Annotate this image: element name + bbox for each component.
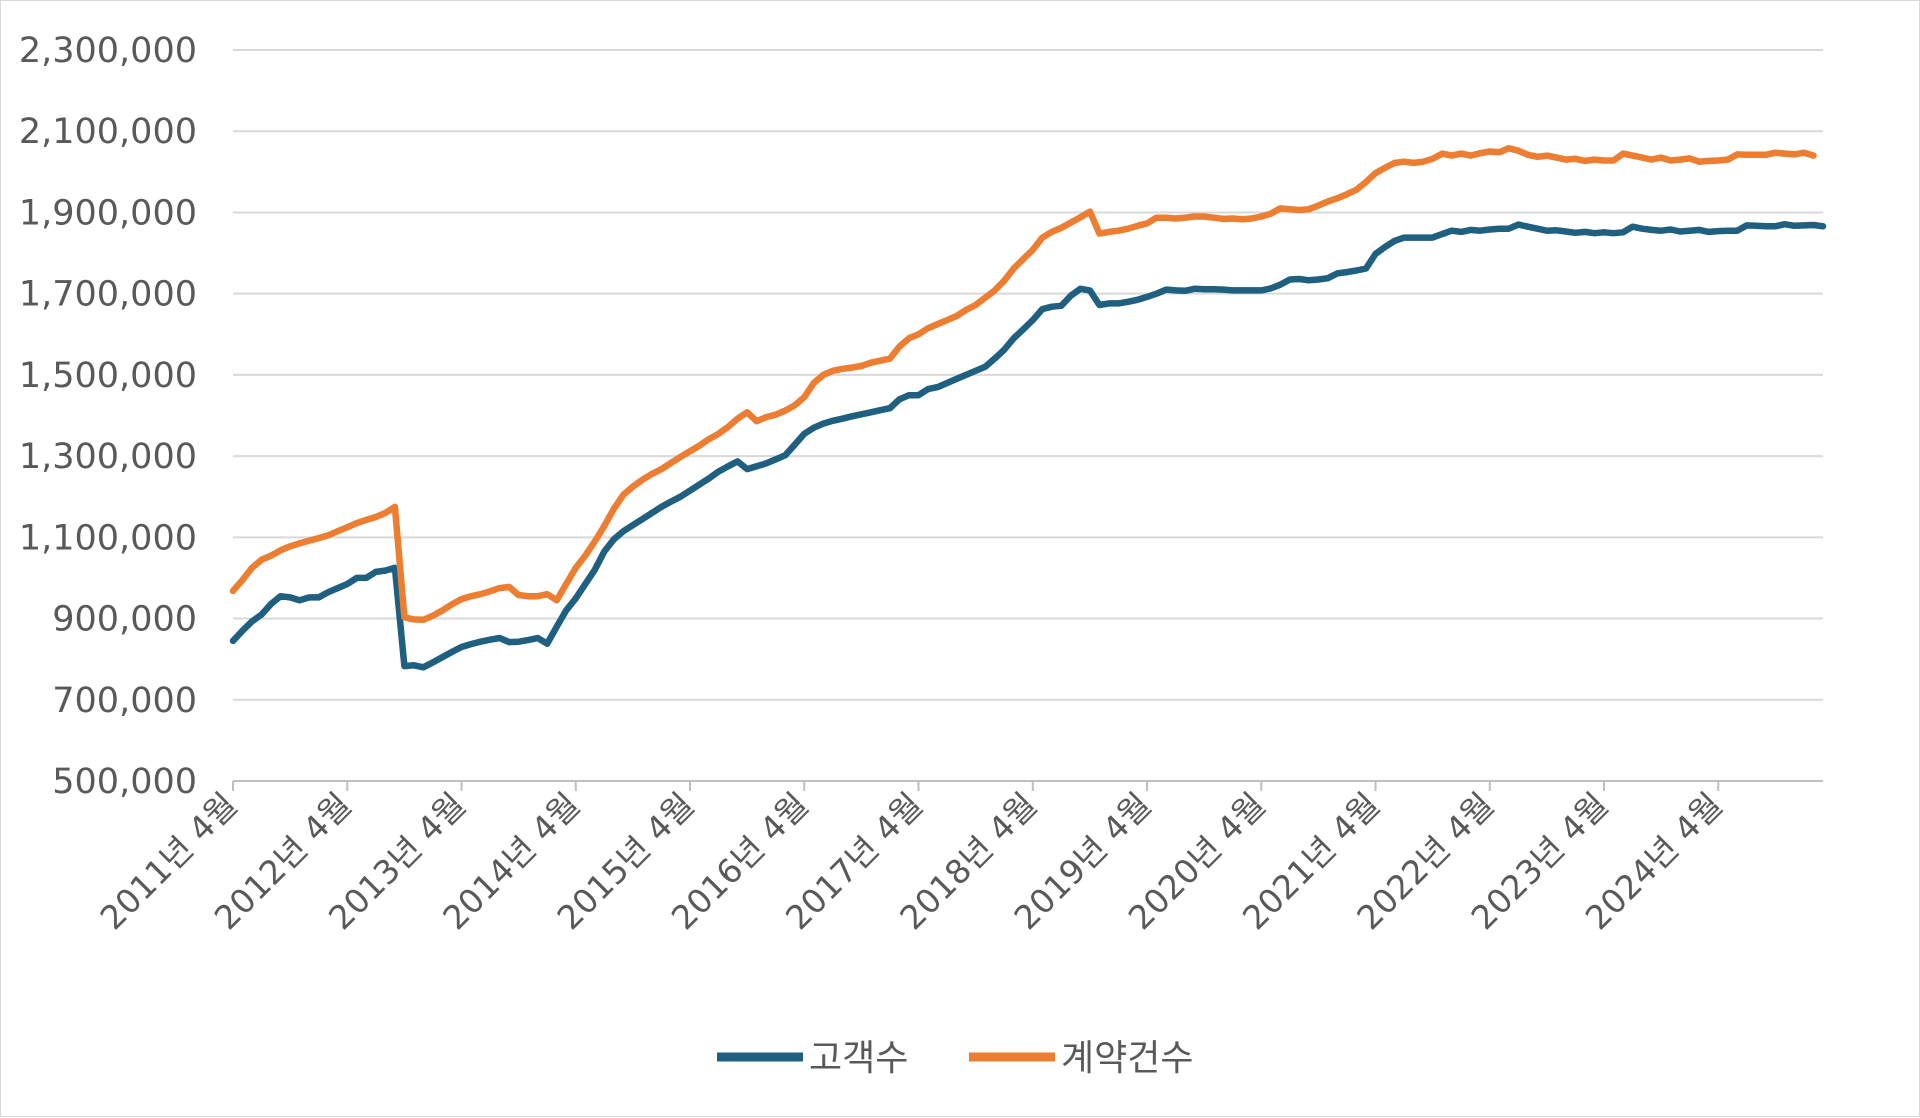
series-lines [229, 145, 1827, 671]
gridlines [233, 49, 1823, 701]
y-tick-label: 500,000 [52, 762, 197, 802]
y-tick-label: 700,000 [52, 681, 197, 721]
legend-label-customers: 고객수 [809, 1038, 908, 1079]
x-axis [232, 780, 1823, 791]
y-tick-label: 900,000 [52, 600, 197, 640]
legend: 고객수 계약건수 [717, 1038, 1193, 1079]
series-line-contracts [229, 145, 1817, 624]
y-tick-label: 1,300,000 [19, 437, 197, 477]
y-tick-label: 1,100,000 [19, 518, 197, 558]
y-tick-label: 2,100,000 [19, 112, 197, 152]
y-tick-label: 1,700,000 [19, 275, 197, 315]
y-tick-label: 1,500,000 [19, 356, 197, 396]
y-tick-label: 1,900,000 [19, 193, 197, 233]
series-line-customers [229, 220, 1827, 671]
y-axis-ticks: 2,300,000 2,100,000 1,900,000 1,700,000 1,50… [19, 31, 197, 802]
y-tick-label: 2,300,000 [19, 31, 197, 71]
legend-label-contracts: 계약건수 [1061, 1038, 1193, 1079]
